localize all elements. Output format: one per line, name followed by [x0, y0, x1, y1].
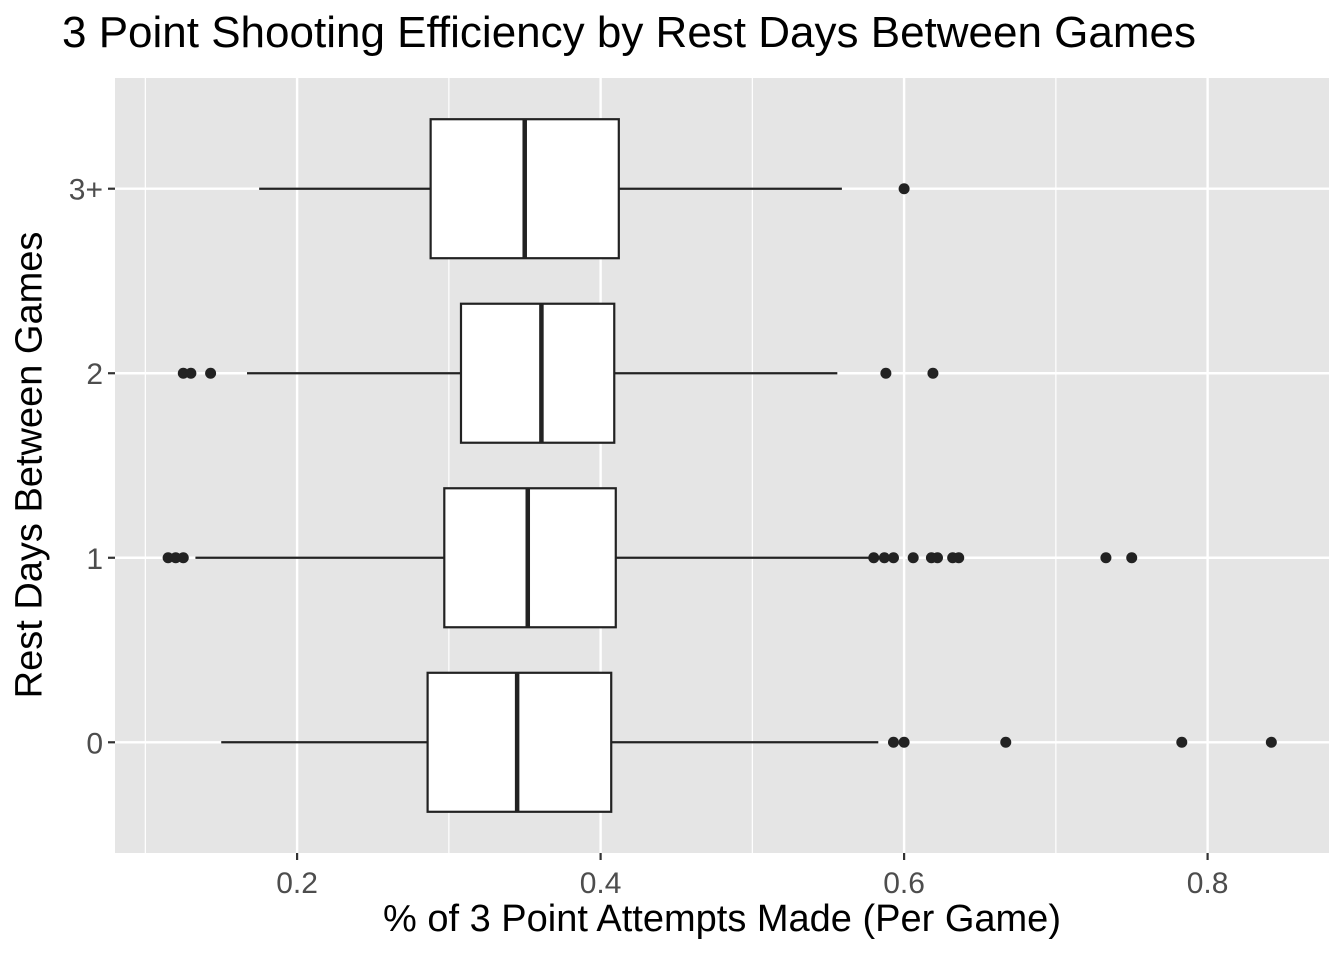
- outlier-point: [1000, 736, 1012, 748]
- outlier-point: [878, 552, 890, 564]
- x-axis-title: % of 3 Point Attempts Made (Per Game): [383, 898, 1061, 940]
- outlier-point: [170, 552, 182, 564]
- y-axis-title: Rest Days Between Games: [8, 231, 51, 699]
- outlier-point: [1265, 736, 1277, 748]
- box-iqr: [426, 671, 613, 813]
- outlier-point: [177, 367, 189, 379]
- box-iqr: [443, 487, 617, 629]
- outlier-point: [1176, 736, 1188, 748]
- x-tick-label: 0.6: [883, 867, 925, 900]
- outlier-point: [1126, 552, 1138, 564]
- outlier-point: [898, 736, 910, 748]
- outlier-point: [868, 552, 880, 564]
- y-tick-label: 1: [86, 543, 103, 576]
- outlier-point: [162, 552, 174, 564]
- outlier-point: [887, 736, 899, 748]
- x-tick-label: 0.2: [276, 867, 318, 900]
- plot-panel: [115, 78, 1329, 853]
- box-iqr: [459, 302, 616, 444]
- x-tick-label: 0.4: [580, 867, 622, 900]
- outlier-point: [927, 367, 939, 379]
- chart-title: 3 Point Shooting Efficiency by Rest Days…: [62, 8, 1196, 57]
- outlier-point: [1100, 552, 1112, 564]
- y-tick-label: 0: [86, 727, 103, 760]
- outlier-point: [898, 183, 910, 195]
- outlier-point: [907, 552, 919, 564]
- outlier-point: [185, 367, 197, 379]
- outlier-point: [931, 552, 943, 564]
- outlier-point: [880, 367, 892, 379]
- outlier-point: [953, 552, 965, 564]
- outlier-point: [887, 552, 899, 564]
- outlier-point: [177, 552, 189, 564]
- y-tick-label: 3+: [69, 174, 103, 207]
- outlier-point: [205, 367, 217, 379]
- y-tick-label: 2: [86, 358, 103, 391]
- x-tick-label: 0.8: [1187, 867, 1229, 900]
